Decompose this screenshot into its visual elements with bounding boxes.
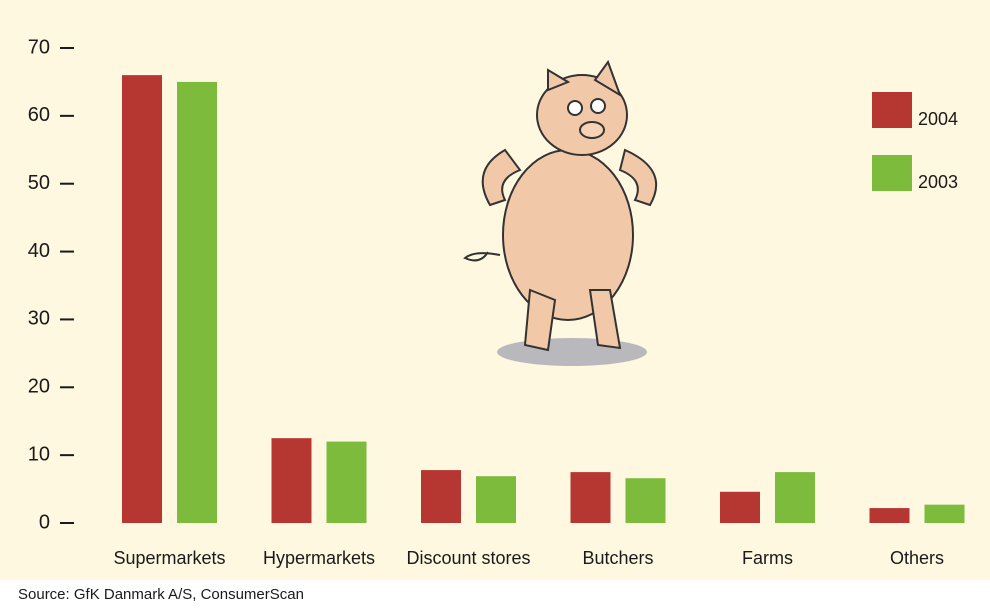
- legend-swatch: [872, 92, 912, 128]
- x-tick-label: Others: [890, 548, 944, 568]
- bar: [327, 442, 367, 523]
- y-tick-label: 0: [39, 511, 50, 533]
- chart: Source: GfK Danmark A/S, ConsumerScan 0 1…: [0, 0, 990, 608]
- y-tick-label: 10: [28, 443, 50, 465]
- legend-swatch: [872, 155, 912, 191]
- bar: [775, 472, 815, 523]
- x-tick-label: Farms: [742, 548, 793, 568]
- bar: [571, 472, 611, 523]
- x-tick-label: Hypermarkets: [263, 548, 375, 568]
- y-tick-label: 20: [28, 376, 50, 398]
- y-tick-label: 70: [28, 36, 50, 58]
- legend-label: 2004: [918, 109, 958, 129]
- bar: [122, 75, 162, 523]
- y-tick-label: 30: [28, 308, 50, 330]
- bar: [720, 492, 760, 523]
- y-tick-label: 40: [28, 240, 50, 262]
- bar: [925, 505, 965, 523]
- bar: [476, 476, 516, 523]
- bar: [272, 438, 312, 523]
- x-tick-label: Supermarkets: [113, 548, 225, 568]
- bar: [626, 478, 666, 523]
- x-tick-label: Butchers: [582, 548, 653, 568]
- source-note: Source: GfK Danmark A/S, ConsumerScan: [18, 586, 304, 603]
- bar: [177, 82, 217, 523]
- legend-label: 2003: [918, 172, 958, 192]
- x-tick-label: Discount stores: [406, 548, 530, 568]
- bar: [421, 470, 461, 523]
- y-tick-label: 50: [28, 172, 50, 194]
- y-tick-label: 60: [28, 104, 50, 126]
- bar: [870, 508, 910, 523]
